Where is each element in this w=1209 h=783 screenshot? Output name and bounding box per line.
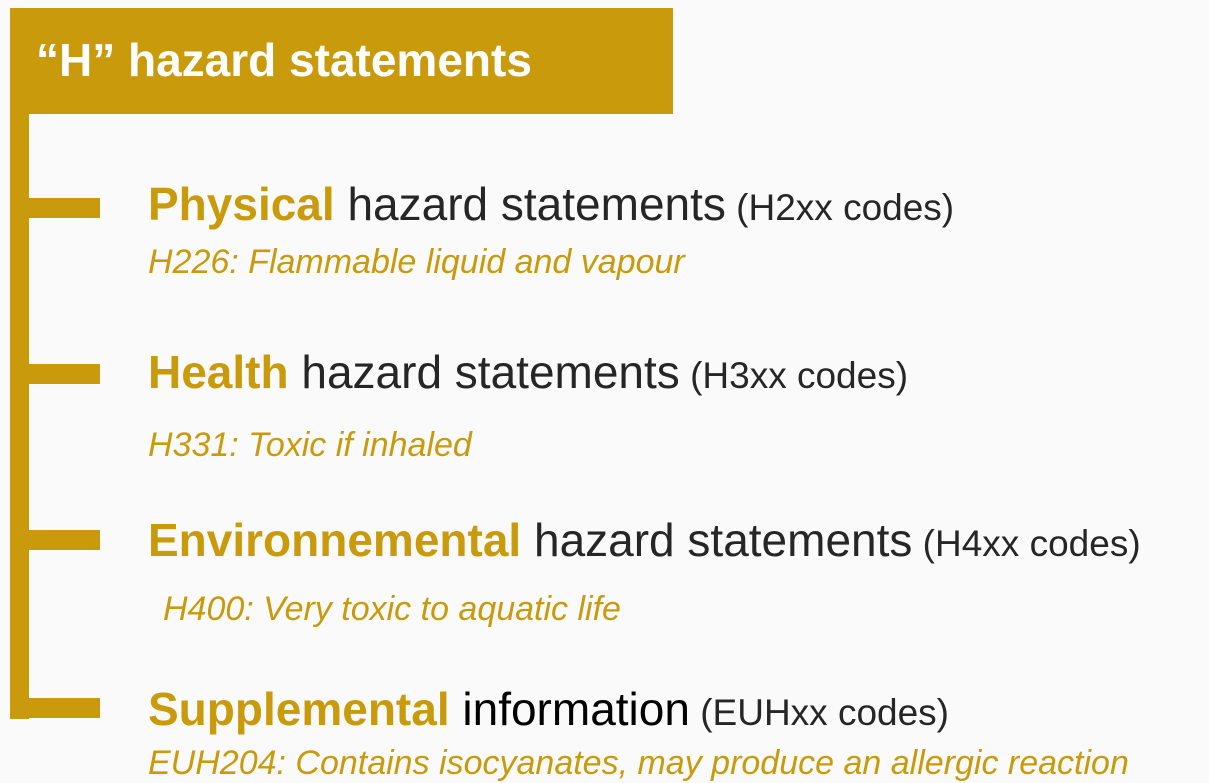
heading-text: hazard statements [334,178,726,230]
branch-connector-environmental [10,530,100,550]
heading-text: hazard statements [521,514,913,566]
heading-codes: (H3xx codes) [679,355,909,396]
heading-codes: (H4xx codes) [912,523,1141,564]
heading-keyword: Physical [148,178,335,230]
heading-codes: (H2xx codes) [725,187,955,228]
branch-connector-supplemental [10,698,100,718]
title-box [10,8,673,114]
heading-keyword: Supplemental [148,683,450,735]
branch-connector-health [10,364,100,384]
heading-keyword: Health [148,346,289,398]
diagram-title: “H” hazard statements [36,34,532,86]
tree-spine [10,100,29,719]
heading-text: information [449,683,690,735]
heading-physical: Physical hazard statements (H2xx codes) [148,181,954,227]
example-physical: H226: Flammable liquid and vapour [148,243,685,281]
example-health: H331: Toxic if inhaled [148,426,472,464]
example-environmental: H400: Very toxic to aquatic life [163,590,621,628]
heading-supplemental: Supplemental information (EUHxx codes) [148,686,949,732]
example-supplemental: EUH204: Contains isocyanates, may produc… [148,744,1129,782]
branch-connector-physical [10,198,100,218]
heading-keyword: Environnemental [148,514,522,566]
heading-environmental: Environnemental hazard statements (H4xx … [148,517,1141,563]
heading-text: hazard statements [288,346,680,398]
heading-health: Health hazard statements (H3xx codes) [148,349,908,395]
heading-codes: (EUHxx codes) [689,692,950,733]
